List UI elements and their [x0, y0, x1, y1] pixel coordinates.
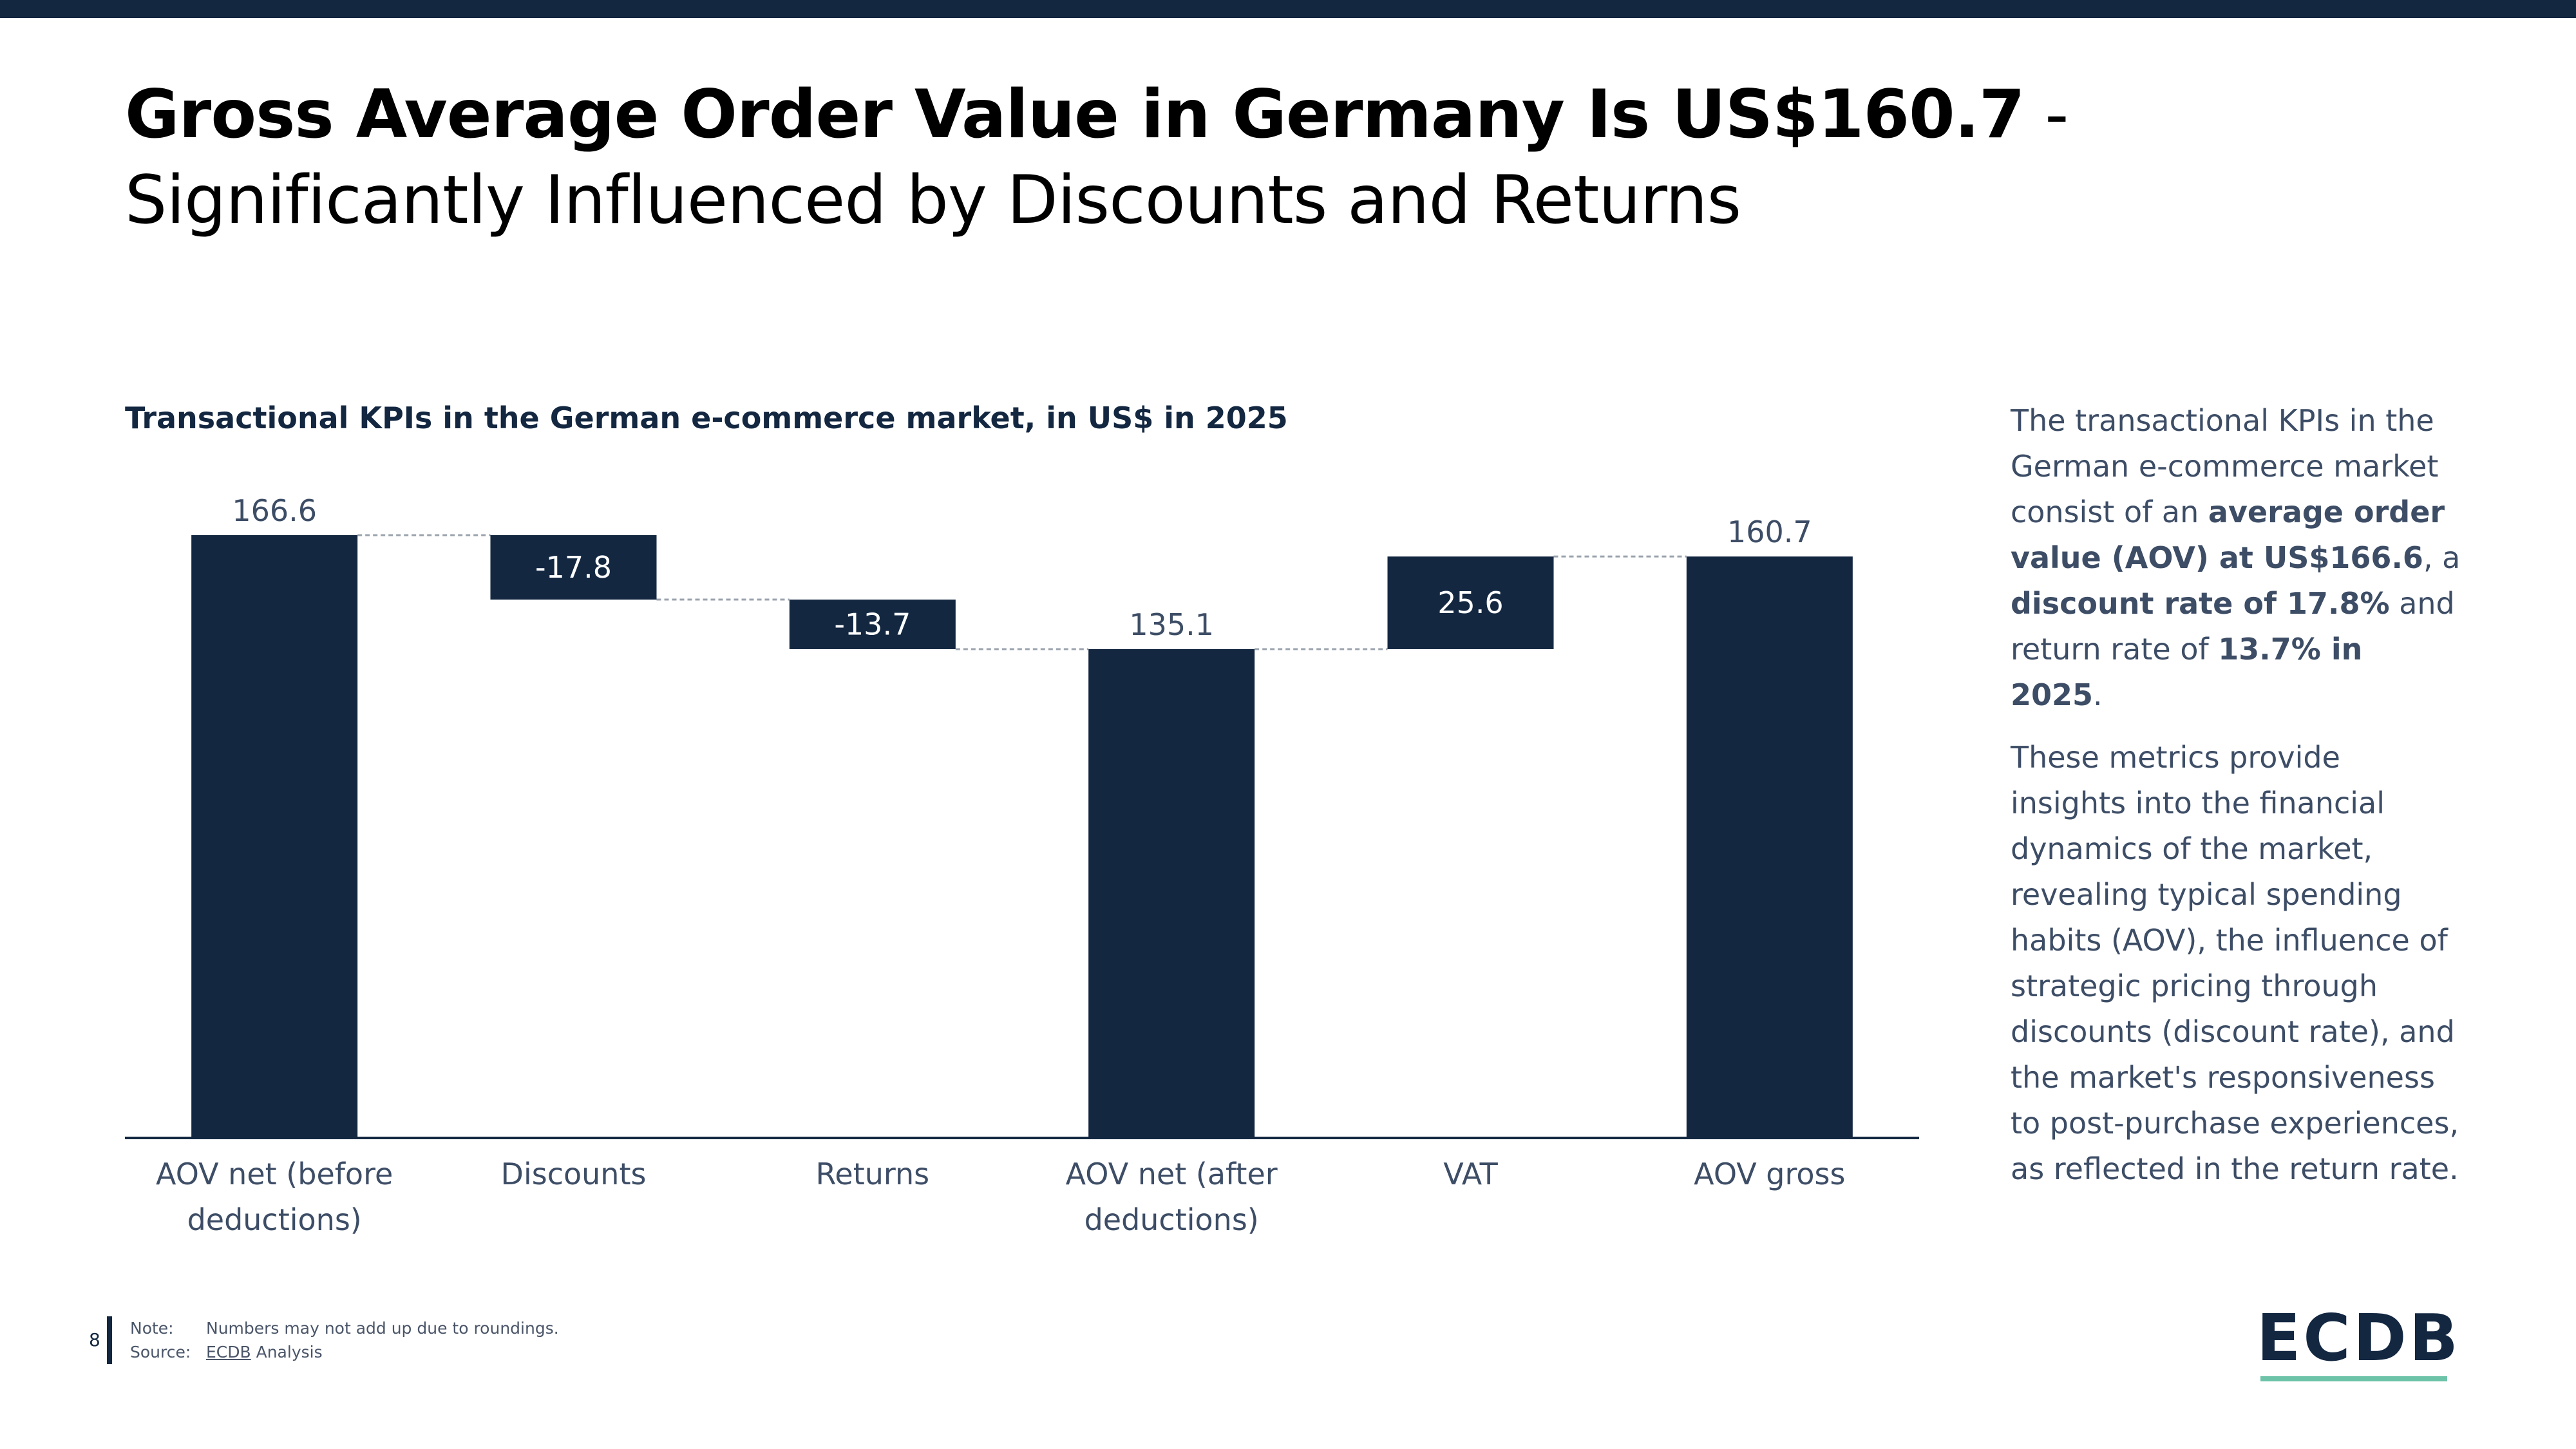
bar-0 — [191, 535, 358, 1138]
page-title-rest: - Significantly Influenced by Discounts … — [125, 76, 2069, 239]
footer-notes: Note: Numbers may not add up due to round… — [130, 1316, 559, 1364]
category-label-3: deductions) — [1084, 1202, 1259, 1237]
page-title-bold: Gross Average Order Value in Germany Is … — [125, 76, 2025, 153]
page-number: 8 — [89, 1329, 100, 1350]
ecdb-logo: ECDB — [2257, 1300, 2461, 1376]
data-label-2: -13.7 — [834, 607, 911, 641]
page-title: Gross Average Order Value in Germany Is … — [125, 72, 2315, 243]
waterfall-chart: 166.6 AOV net (before deductions) -17.8 Disc… — [125, 493, 1919, 1237]
category-label-5: AOV gross — [1694, 1157, 1845, 1191]
data-label-3: 135.1 — [1129, 607, 1214, 642]
source-row: Source: ECDB Analysis — [130, 1340, 559, 1364]
category-label-0: deductions) — [187, 1202, 362, 1237]
source-text: Analysis — [251, 1343, 323, 1361]
data-label-0: 166.6 — [232, 493, 317, 528]
commentary-paragraph-2: These metrics provide insights into the … — [2011, 740, 2459, 1186]
data-label-4: 25.6 — [1437, 585, 1503, 620]
note-row: Note: Numbers may not add up due to round… — [130, 1316, 559, 1340]
logo-underline — [2260, 1376, 2447, 1381]
commentary-text: The transactional KPIs in the German e-c… — [2011, 403, 2439, 529]
category-label-4: VAT — [1443, 1157, 1498, 1191]
note-text: Numbers may not add up due to roundings. — [206, 1319, 559, 1338]
data-label-1: -17.8 — [535, 550, 612, 585]
category-label-2: Returns — [816, 1157, 930, 1191]
source-link[interactable]: ECDB — [206, 1343, 251, 1361]
bar-4 — [1387, 556, 1554, 649]
chart-title: Transactional KPIs in the German e-comme… — [125, 401, 1288, 435]
category-label-1: Discounts — [501, 1157, 647, 1191]
source-label: Source: — [130, 1343, 191, 1361]
note-label: Note: — [130, 1319, 174, 1338]
commentary-text: . — [2093, 677, 2103, 712]
category-label-3: AOV net (after — [1066, 1157, 1278, 1191]
commentary-highlight-return: 13.7% in 2025 — [2011, 632, 2363, 712]
top-bar — [0, 0, 2576, 18]
side-commentary: The transactional KPIs in the German e-c… — [2011, 398, 2461, 1209]
commentary-highlight-discount: discount rate of 17.8% — [2011, 586, 2390, 621]
commentary-text: , a — [2423, 540, 2461, 575]
bar-3 — [1088, 649, 1255, 1138]
bar-1 — [490, 535, 657, 600]
data-label-5: 160.7 — [1727, 515, 1812, 549]
bar-2 — [789, 600, 956, 649]
category-label-0: AOV net (before — [156, 1157, 393, 1191]
commentary-highlight-aov: average order value (AOV) at US$166.6 — [2011, 495, 2445, 575]
commentary-text: and return rate of — [2011, 586, 2455, 667]
bar-5 — [1686, 556, 1853, 1138]
commentary-paragraph-1: The transactional KPIs in the German e-c… — [2011, 398, 2461, 718]
footer-rule — [107, 1316, 112, 1364]
